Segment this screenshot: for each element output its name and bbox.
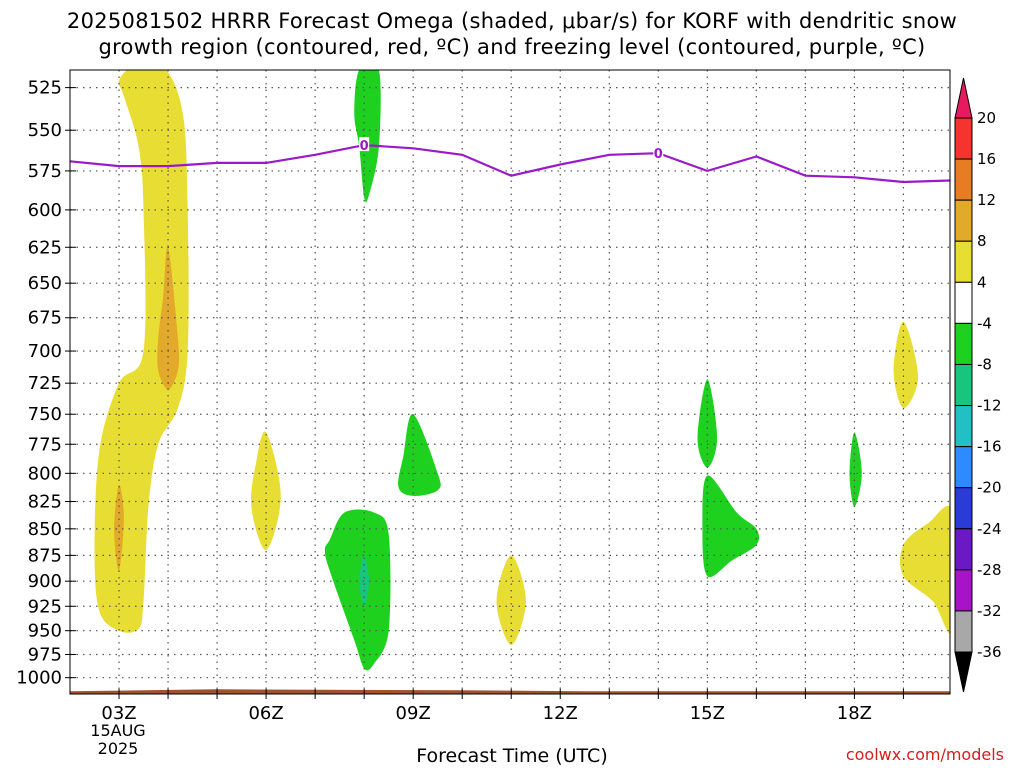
colorbar-tick-label: -24 — [977, 520, 1002, 538]
omega-region-positive-0600 — [251, 431, 281, 551]
colorbar-segment — [954, 158, 973, 201]
colorbar: 20 16 12 8 4 -4 -8 -12 -16 -20 -24 -28 -32 -36 — [954, 77, 1002, 693]
y-tick-label: 725 — [28, 373, 62, 394]
colorbar-tick-label: -16 — [977, 438, 1002, 456]
x-axis: 03Z 06Z 09Z 12Z 15Z 18Z — [101, 689, 904, 724]
x-tick-label: 06Z — [248, 703, 283, 724]
y-tick-label: 600 — [28, 200, 62, 221]
chart-title-line2: growth region (contoured, red, ºC) and f… — [98, 35, 926, 59]
contour-label-bg — [359, 137, 370, 152]
y-tick-label: 900 — [28, 571, 62, 592]
y-tick-label: 625 — [28, 237, 62, 258]
colorbar-segment — [954, 363, 973, 407]
omega-region-negative-1500-lower — [702, 475, 760, 578]
y-tick-label: 700 — [28, 341, 62, 362]
y-axis: 525 550 575 600 625 650 675 700 725 750 775 800 825 8… — [16, 78, 76, 689]
freezing-level-label: 0 — [654, 147, 663, 162]
contour-label-bg — [653, 145, 664, 160]
freezing-level-label: 0 — [360, 139, 369, 154]
colorbar-segment — [954, 569, 973, 612]
colorbar-tick-label: -20 — [977, 479, 1002, 497]
colorbar-tick-label: -8 — [977, 355, 992, 373]
y-tick-label: 825 — [28, 492, 62, 513]
omega-region-negative-0800-top — [354, 70, 381, 203]
y-tick-label: 950 — [28, 621, 62, 642]
freezing-level-layer: 00 — [70, 137, 950, 184]
y-tick-label: 650 — [28, 273, 62, 294]
x-tick-date-year: 2025 — [97, 739, 139, 758]
omega-region-positive-1100 — [496, 555, 526, 645]
omega-region-negative-1800 — [849, 432, 862, 507]
colorbar-top-arrow — [954, 77, 973, 119]
omega-region-positive-1900-lower — [900, 505, 950, 634]
colorbar-tick-label: -32 — [977, 602, 1002, 620]
x-tick-label: 09Z — [396, 703, 431, 724]
y-tick-label: 750 — [28, 404, 62, 425]
omega-region-negative-0800-core — [359, 555, 370, 607]
y-tick-label: 675 — [28, 308, 62, 329]
colorbar-tick-label: -12 — [977, 397, 1002, 415]
credit-text: coolwx.com/models — [845, 745, 1004, 764]
omega-region-negative-0900 — [398, 414, 441, 496]
omega-shading — [94, 70, 950, 671]
y-tick-label: 575 — [28, 161, 62, 182]
omega-region-positive-core-lower — [114, 484, 124, 572]
y-tick-label: 775 — [28, 434, 62, 455]
grid-lines — [70, 70, 950, 694]
colorbar-tick-label: 12 — [977, 191, 996, 209]
colorbar-segment — [954, 610, 973, 653]
y-tick-label: 850 — [28, 519, 62, 540]
y-tick-label: 975 — [28, 644, 62, 665]
colorbar-segment — [954, 117, 973, 160]
colorbar-segment — [954, 281, 973, 324]
x-tick-label: 15Z — [690, 703, 725, 724]
terrain-layer — [70, 689, 950, 694]
y-tick-label: 550 — [28, 120, 62, 141]
y-tick-label: 525 — [28, 78, 62, 99]
y-tick-label: 925 — [28, 596, 62, 617]
omega-region-negative-1500-upper — [697, 379, 718, 468]
omega-region-positive-1900-upper — [893, 321, 919, 409]
colorbar-tick-label: -4 — [977, 314, 992, 332]
colorbar-segment — [954, 199, 973, 242]
x-tick-date: 15AUG 2025 — [88, 722, 148, 758]
colorbar-segment — [954, 322, 973, 365]
x-tick-label: 12Z — [543, 703, 578, 724]
colorbar-bottom-arrow — [954, 651, 973, 693]
terrain-bar — [70, 689, 950, 694]
x-tick-date-day: 15AUG — [90, 721, 146, 740]
colorbar-segment — [954, 487, 973, 530]
omega-region-negative-0800-low — [324, 509, 391, 671]
colorbar-tick-label: 16 — [977, 150, 996, 168]
colorbar-tick-label: -28 — [977, 561, 1002, 579]
colorbar-tick-label: 8 — [977, 232, 987, 250]
colorbar-tick-label: 4 — [977, 273, 987, 291]
colorbar-tick-label: -36 — [977, 643, 1002, 661]
colorbar-segment — [954, 405, 973, 448]
colorbar-segment — [954, 528, 973, 571]
x-tick-label: 03Z — [101, 703, 136, 724]
freezing-level-line — [70, 143, 950, 184]
plot-frame — [69, 69, 951, 695]
colorbar-segment — [954, 240, 973, 283]
y-tick-label: 1000 — [16, 668, 62, 689]
x-tick-label: 18Z — [837, 703, 872, 724]
x-axis-label: Forecast Time (UTC) — [416, 745, 608, 767]
y-tick-label: 875 — [28, 545, 62, 566]
y-tick-label: 800 — [28, 463, 62, 484]
colorbar-tick-label: 20 — [977, 109, 996, 127]
chart-title-line1: 2025081502 HRRR Forecast Omega (shaded, … — [66, 9, 958, 33]
colorbar-segment — [954, 446, 973, 489]
